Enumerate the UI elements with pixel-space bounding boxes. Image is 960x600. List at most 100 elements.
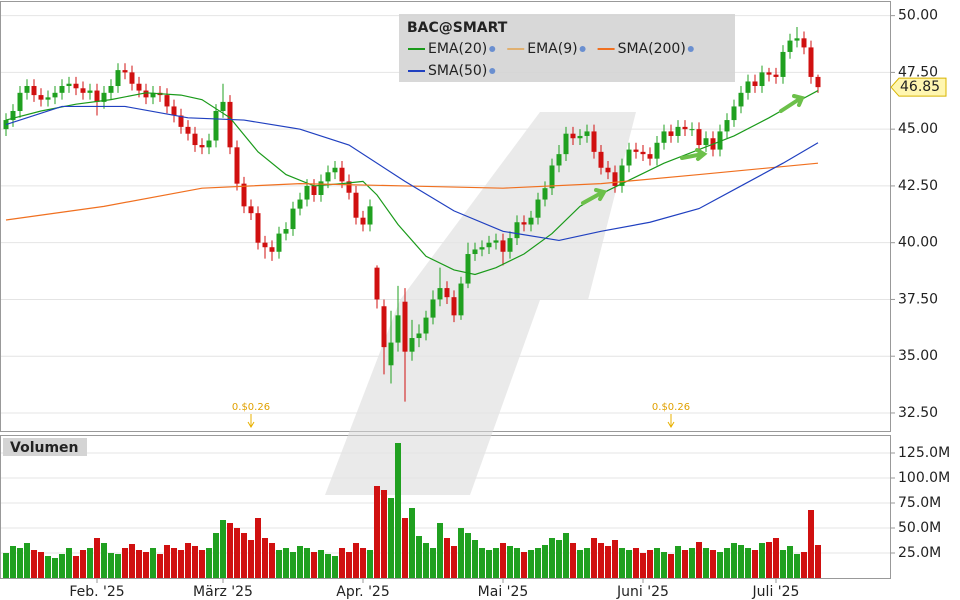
- candle-body: [787, 40, 793, 52]
- y-tick-label: 42.50: [898, 178, 938, 194]
- volume-bar: [542, 545, 548, 578]
- x-tick-label: Apr. '25: [336, 584, 390, 600]
- volume-bar: [458, 528, 464, 578]
- volume-bar: [94, 538, 100, 578]
- volume-bar: [360, 548, 366, 578]
- candle-body: [325, 172, 331, 182]
- volume-bar: [605, 546, 611, 578]
- candle-body: [731, 106, 737, 121]
- candle-body: [101, 92, 107, 102]
- candle-body: [507, 238, 513, 252]
- volume-bar: [283, 548, 289, 578]
- candle-body: [136, 83, 142, 91]
- volume-bar: [724, 548, 730, 578]
- volume-bar: [31, 550, 37, 578]
- volume-bar: [185, 543, 191, 578]
- candle-body: [605, 167, 611, 173]
- candle-body: [108, 86, 114, 93]
- volume-bar: [150, 548, 156, 578]
- volume-bar: [206, 548, 212, 578]
- volume-bar: [66, 548, 72, 578]
- volume-bar: [143, 552, 149, 578]
- candle-body: [654, 142, 660, 159]
- volume-title-box: [3, 438, 87, 456]
- volume-bar: [3, 553, 9, 578]
- volume-bar: [612, 540, 618, 578]
- volume-bar: [129, 544, 135, 578]
- volume-bar: [451, 546, 457, 578]
- candle-body: [17, 92, 23, 111]
- candle-body: [689, 129, 695, 131]
- candle-body: [10, 110, 16, 121]
- volume-bar: [563, 533, 569, 578]
- candle-body: [430, 299, 436, 318]
- candle-body: [556, 154, 562, 166]
- candle-body: [311, 185, 317, 195]
- candle-body: [479, 247, 485, 250]
- arrow: [581, 188, 608, 205]
- volume-bar: [577, 550, 583, 578]
- volume-bar: [262, 538, 268, 578]
- volume-bar: [353, 543, 359, 578]
- candle-body: [528, 217, 534, 225]
- candle-body: [388, 342, 394, 366]
- volume-bar: [157, 554, 163, 578]
- candle-body: [738, 92, 744, 107]
- candle-body: [717, 131, 723, 150]
- candle-body: [577, 135, 583, 139]
- x-tick-label: Feb. '25: [69, 584, 124, 600]
- volume-bar: [682, 550, 688, 578]
- volume-bar: [52, 558, 58, 578]
- volume-bar: [164, 545, 170, 578]
- candle-body: [402, 301, 408, 352]
- candle-body: [752, 81, 758, 87]
- candle-body: [598, 151, 604, 168]
- volume-bar: [633, 548, 639, 578]
- volume-bar: [738, 545, 744, 578]
- volume-bar: [59, 554, 65, 578]
- candle-body: [374, 267, 380, 300]
- volume-bar: [381, 490, 387, 578]
- candle-body: [626, 149, 632, 166]
- volume-bar: [87, 548, 93, 578]
- volume-bar: [675, 546, 681, 578]
- volume-bar: [570, 543, 576, 578]
- candle-body: [45, 97, 51, 100]
- volume-bar: [24, 543, 30, 578]
- volume-bar: [801, 552, 807, 578]
- indicator-line: [5, 162, 819, 221]
- volume-bar: [374, 486, 380, 578]
- volume-bar: [759, 543, 765, 578]
- candle-body: [703, 138, 709, 146]
- volume-bar: [521, 552, 527, 578]
- legend-label: SMA(200): [618, 41, 686, 57]
- candle-body: [73, 83, 79, 89]
- candle-body: [353, 192, 359, 218]
- volume-bar: [178, 550, 184, 578]
- candle-body: [780, 51, 786, 77]
- y-tick-label: 37.50: [898, 291, 938, 307]
- candle-body: [437, 288, 443, 300]
- legend-title: BAC@SMART: [407, 20, 508, 36]
- candle-body: [192, 133, 198, 146]
- candle-body: [178, 115, 184, 127]
- volume-bar: [339, 548, 345, 578]
- candle-body: [360, 217, 366, 225]
- candle-body: [304, 185, 310, 200]
- candle-body: [766, 72, 772, 75]
- volume-bar: [227, 523, 233, 578]
- legend-icon: [687, 46, 694, 52]
- candle-body: [423, 317, 429, 334]
- volume-bar: [234, 528, 240, 578]
- candle-body: [661, 131, 667, 143]
- candle-body: [206, 140, 212, 148]
- candle-body: [66, 83, 72, 87]
- candle-body: [164, 95, 170, 107]
- candle-body: [801, 38, 807, 48]
- annotation-arrow: [247, 414, 255, 428]
- volume-bar: [241, 533, 247, 578]
- candle-body: [381, 306, 387, 348]
- volume-bar: [136, 550, 142, 578]
- volume-bar: [626, 550, 632, 578]
